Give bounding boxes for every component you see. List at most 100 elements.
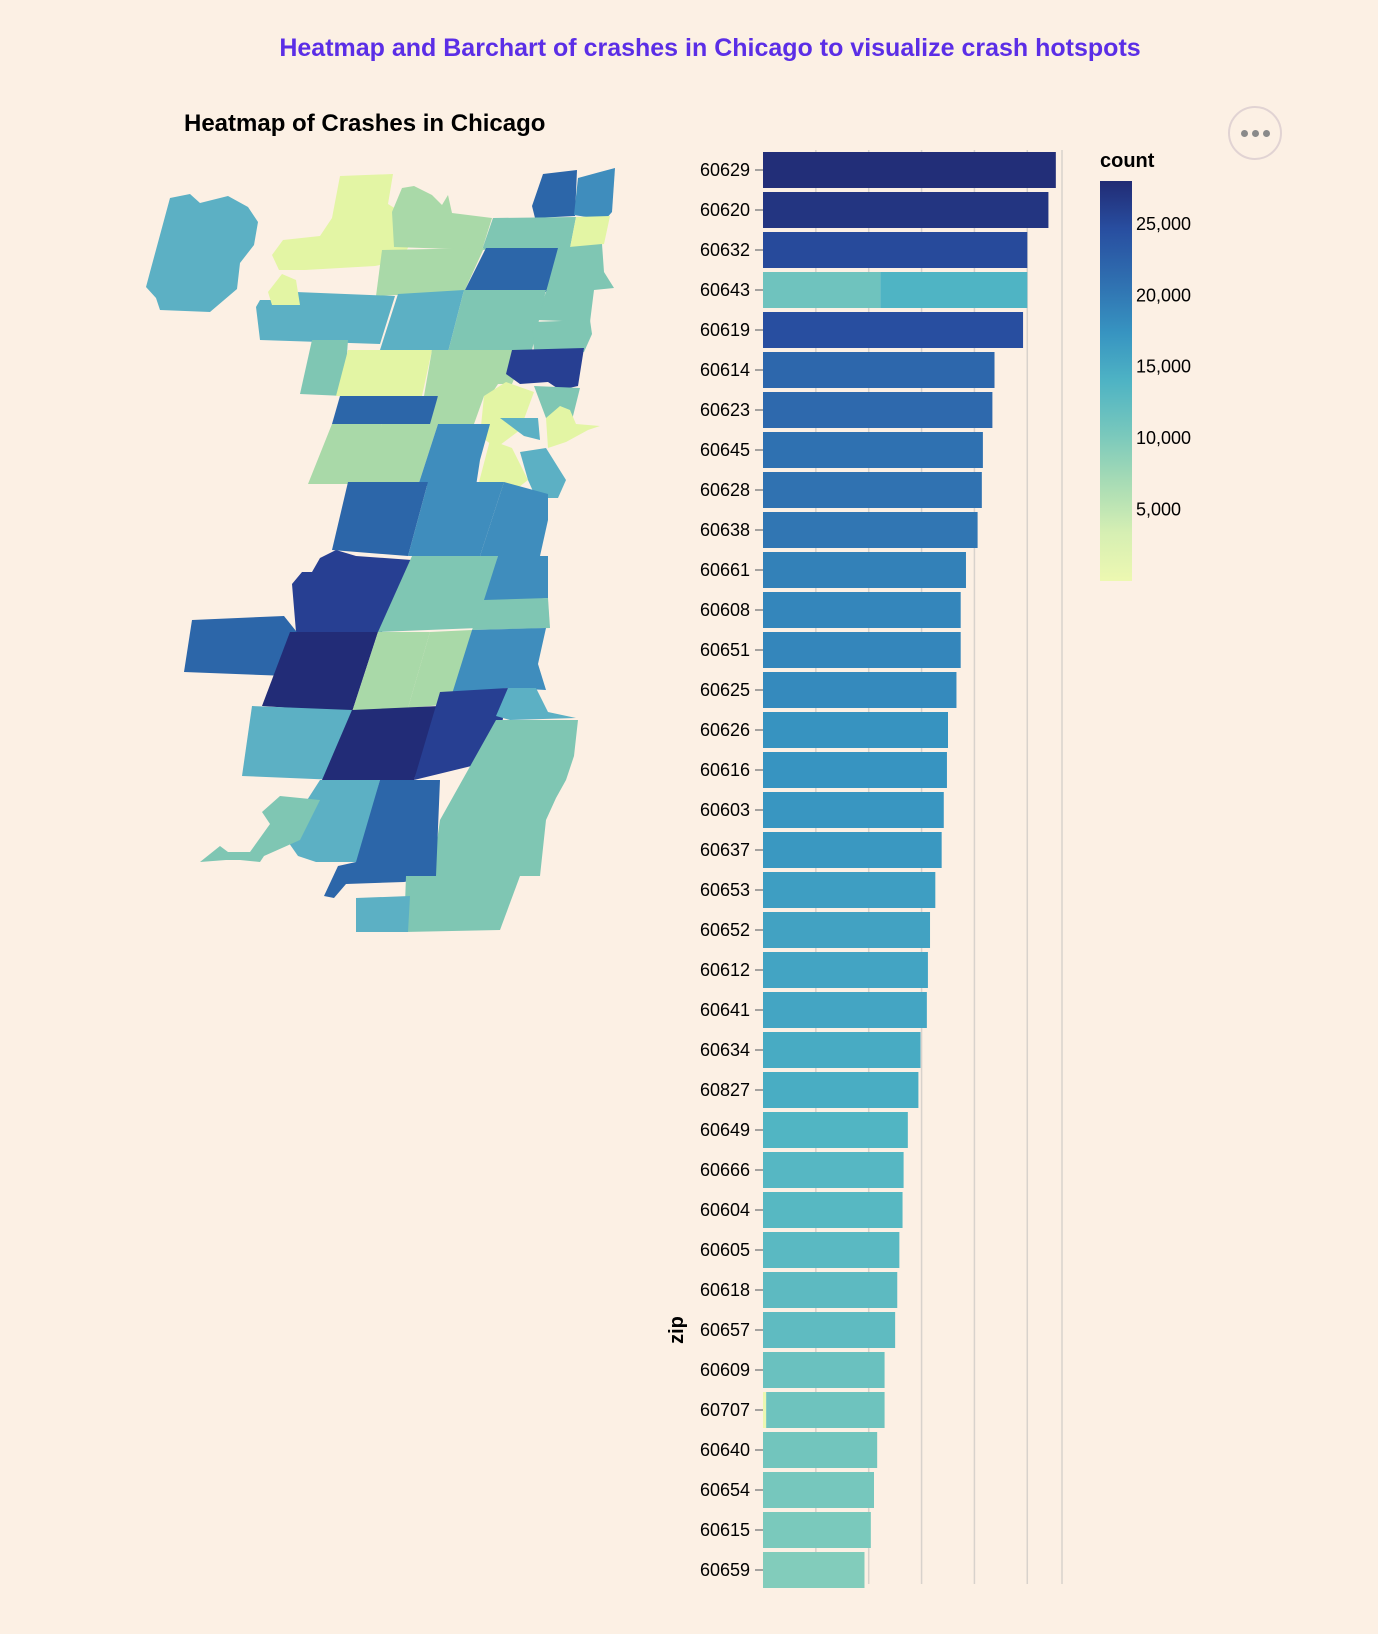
bar-60612[interactable] (763, 952, 928, 988)
bar-60666[interactable] (763, 1152, 904, 1188)
region-sw-31[interactable] (484, 556, 548, 600)
y-tick-label: 60609 (700, 1360, 750, 1380)
region-w-25[interactable] (520, 448, 566, 498)
region-sw-34[interactable] (262, 632, 378, 712)
bar-60619[interactable] (763, 312, 1024, 348)
region-nw-strip-2[interactable] (392, 186, 492, 250)
bar-marks (763, 152, 1056, 1588)
region-c-16[interactable] (430, 396, 484, 424)
region-c-12[interactable] (336, 350, 432, 396)
bar-60707-segment-1[interactable] (766, 1392, 885, 1428)
region-s-38[interactable] (242, 706, 352, 780)
region-c-14[interactable] (506, 348, 584, 390)
bar-60661[interactable] (763, 552, 966, 588)
region-s-47[interactable] (356, 896, 410, 932)
y-tick-label: 60628 (700, 480, 750, 500)
region-s-39[interactable] (322, 706, 440, 780)
y-tick-label: 60638 (700, 520, 750, 540)
region-sw-37[interactable] (452, 628, 546, 694)
region-n-9[interactable] (448, 290, 546, 352)
y-tick-label: 60666 (700, 1160, 750, 1180)
bar-60654[interactable] (763, 1472, 874, 1508)
bar-60615[interactable] (763, 1512, 871, 1548)
bar-60651[interactable] (763, 632, 961, 668)
y-tick-label: 60652 (700, 920, 750, 940)
region-north-4[interactable] (464, 248, 560, 292)
region-sw-26[interactable] (332, 482, 428, 556)
region-s-45[interactable] (200, 796, 320, 862)
region-c-13[interactable] (424, 350, 526, 396)
region-far-north-1[interactable] (532, 170, 577, 218)
bar-60707-segment-0[interactable] (763, 1392, 767, 1428)
y-tick-label: 60651 (700, 640, 750, 660)
region-sw-27[interactable] (408, 482, 504, 556)
region-s-46[interactable] (404, 876, 520, 932)
bar-60645[interactable] (763, 432, 983, 468)
bar-60637[interactable] (763, 832, 942, 868)
region-s-44[interactable] (324, 780, 440, 898)
region-nw-11[interactable] (300, 340, 348, 396)
bar-60608[interactable] (763, 592, 961, 628)
region-s-42[interactable] (432, 720, 578, 876)
region-w-23[interactable] (418, 424, 490, 486)
y-tick-label: 60615 (700, 1520, 750, 1540)
bar-60643-segment-1[interactable] (880, 272, 1028, 308)
map-title: Heatmap of Crashes in Chicago (184, 110, 546, 137)
bar-60827[interactable] (763, 1072, 919, 1108)
region-sw-28[interactable] (480, 482, 548, 556)
region-nw-7[interactable] (268, 274, 300, 305)
region-w-21[interactable] (308, 424, 382, 484)
bar-60657[interactable] (763, 1312, 896, 1348)
region-ohare[interactable] (146, 194, 258, 312)
bar-60659[interactable] (763, 1552, 865, 1588)
bar-60628[interactable] (763, 472, 982, 508)
region-c-15[interactable] (332, 396, 438, 424)
bar-60632[interactable] (763, 232, 1028, 268)
bar-60629[interactable] (763, 152, 1056, 188)
legend-tick-label: 25,000 (1136, 214, 1191, 234)
bar-60603[interactable] (763, 792, 944, 828)
bar-60604[interactable] (763, 1192, 903, 1228)
region-sw-33[interactable] (184, 616, 300, 676)
bar-60640[interactable] (763, 1432, 878, 1468)
region-north-2[interactable] (570, 216, 610, 248)
region-north-3[interactable] (376, 248, 484, 296)
region-s-41[interactable] (496, 688, 576, 720)
region-north-5[interactable] (536, 244, 614, 322)
bar-60605[interactable] (763, 1232, 900, 1268)
region-c-17[interactable] (480, 382, 534, 448)
region-n-10[interactable] (532, 320, 592, 352)
y-tick-label: 60629 (700, 160, 750, 180)
region-sw-32[interactable] (472, 598, 550, 630)
region-sw-35[interactable] (352, 632, 430, 712)
bar-60653[interactable] (763, 872, 936, 908)
region-c-19[interactable] (546, 406, 600, 448)
bar-60626[interactable] (763, 712, 948, 748)
region-w-22[interactable] (362, 424, 438, 486)
legend-gradient (1100, 181, 1132, 581)
region-far-north-2[interactable] (574, 168, 615, 220)
region-north-1[interactable] (482, 217, 576, 250)
region-nw-strip-1[interactable] (272, 174, 408, 270)
y-axis-title: zip (666, 1316, 688, 1344)
region-c-20[interactable] (500, 418, 540, 440)
bar-60641[interactable] (763, 992, 927, 1028)
bar-60623[interactable] (763, 392, 993, 428)
bar-60634[interactable] (763, 1032, 921, 1068)
bar-60609[interactable] (763, 1352, 885, 1388)
bar-60614[interactable] (763, 352, 995, 388)
bar-60652[interactable] (763, 912, 931, 948)
bar-60620[interactable] (763, 192, 1049, 228)
bar-60625[interactable] (763, 672, 957, 708)
bar-60649[interactable] (763, 1112, 908, 1148)
bar-60616[interactable] (763, 752, 947, 788)
region-sw-30[interactable] (378, 556, 498, 632)
y-tick-label: 60625 (700, 680, 750, 700)
region-w-24[interactable] (478, 440, 528, 494)
region-n-8[interactable] (380, 290, 464, 352)
bar-60643-segment-0[interactable] (763, 272, 881, 308)
region-sw-29[interactable] (292, 550, 412, 632)
bar-60618[interactable] (763, 1272, 898, 1308)
actions-menu-button[interactable] (1228, 106, 1282, 160)
bar-60638[interactable] (763, 512, 978, 548)
